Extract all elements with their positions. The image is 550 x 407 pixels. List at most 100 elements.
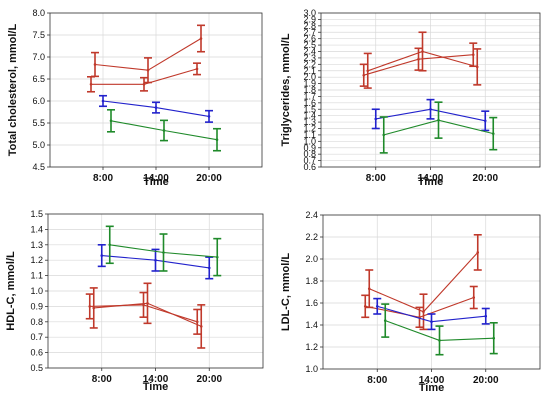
data-point xyxy=(100,254,104,257)
y-tick-label: 1.4 xyxy=(30,224,43,234)
data-point xyxy=(109,119,113,123)
x-tick-label: 8:00 xyxy=(92,374,112,385)
data-point xyxy=(199,325,203,328)
data-point xyxy=(89,82,93,86)
data-point xyxy=(417,57,420,61)
y-tick-label: 2.2 xyxy=(305,232,318,242)
y-axis-title: LDL-C, mmol/L xyxy=(280,253,292,331)
data-point xyxy=(483,119,487,123)
data-point xyxy=(195,67,199,71)
x-tick-label: 14:00 xyxy=(143,374,169,385)
y-tick-label: 2.1 xyxy=(303,66,316,76)
data-point xyxy=(146,302,149,305)
y-axis-title: HDL-C, mmol/L xyxy=(5,251,17,331)
data-point xyxy=(438,339,441,342)
data-point xyxy=(491,132,495,135)
x-tick-label: 20:00 xyxy=(196,374,222,385)
data-point xyxy=(362,73,366,77)
y-tick-label: 5.5 xyxy=(32,118,45,128)
data-point xyxy=(383,319,387,322)
data-point xyxy=(382,133,386,137)
plot-frame xyxy=(47,213,264,369)
y-tick-label: 1.4 xyxy=(303,111,316,121)
y-tick-label: 1.1 xyxy=(30,271,43,281)
y-tick-label: 1.3 xyxy=(303,117,316,127)
y-tick-label: 1.1 xyxy=(303,130,316,140)
data-point xyxy=(93,63,97,66)
y-tick-label: 8.0 xyxy=(32,8,45,18)
data-point xyxy=(199,37,203,40)
y-tick-label: 2.4 xyxy=(303,47,316,57)
y-tick-label: 0.9 xyxy=(303,143,316,153)
y-tick-label: 5.0 xyxy=(32,140,45,150)
y-tick-label: 1.4 xyxy=(305,320,318,330)
y-tick-label: 6.5 xyxy=(32,74,45,84)
x-tick-label: 14:00 xyxy=(418,173,444,184)
x-tick-label: 14:00 xyxy=(143,173,169,184)
y-tick-label: 1.8 xyxy=(305,276,318,286)
y-tick-label: 4.5 xyxy=(32,162,45,172)
data-point xyxy=(472,296,476,299)
y-tick-label: 0.5 xyxy=(30,363,43,373)
data-point xyxy=(162,251,165,254)
y-tick-label: 1.8 xyxy=(303,85,316,95)
y-tick-label: 2.7 xyxy=(303,27,316,37)
y-tick-label: 0.9 xyxy=(30,301,43,311)
data-point xyxy=(108,243,112,247)
y-tick-label: 1.0 xyxy=(305,364,318,374)
data-point xyxy=(492,336,496,340)
x-tick-label: 20:00 xyxy=(473,375,499,386)
data-point xyxy=(154,258,157,262)
x-tick-label: 8:00 xyxy=(366,173,386,184)
y-axis-title: Total cholesterol, mmol/L xyxy=(7,24,19,157)
x-tick-label: 20:00 xyxy=(472,173,498,184)
data-point xyxy=(195,320,199,324)
data-point xyxy=(437,118,440,122)
data-point xyxy=(471,53,475,57)
y-tick-label: 2.9 xyxy=(303,14,316,24)
y-tick-label: 1.2 xyxy=(303,124,316,134)
x-tick-label: 8:00 xyxy=(93,173,113,184)
x-axis-title: Time xyxy=(143,176,168,188)
y-tick-label: 1.0 xyxy=(30,286,43,296)
data-point xyxy=(162,129,166,132)
data-point xyxy=(207,115,211,118)
y-axis-title: Triglycerides, mmol/L xyxy=(280,33,292,146)
x-tick-label: 8:00 xyxy=(367,375,387,386)
chart-panel-total-cholesterol: 4.5 5.0 5.5 6.0 6.5 7.0 7.5 8.0 8:00 14:00 20:00 Ti… xyxy=(7,8,263,188)
y-tick-label: 2.3 xyxy=(303,53,316,63)
y-tick-label: 1.6 xyxy=(303,98,316,108)
y-tick-label: 2.4 xyxy=(305,210,318,220)
y-tick-label: 2.0 xyxy=(305,254,318,264)
y-tick-label: 1.2 xyxy=(30,255,43,265)
x-tick-label: 20:00 xyxy=(196,173,222,184)
y-tick-label: 0.7 xyxy=(30,332,43,342)
y-tick-label: 1.9 xyxy=(303,79,316,89)
y-tick-label: 7.0 xyxy=(32,52,45,62)
y-tick-label: 2.0 xyxy=(303,72,316,82)
data-point xyxy=(475,65,479,69)
y-tick-label: 0.7 xyxy=(303,156,316,166)
data-point xyxy=(375,305,379,308)
data-point xyxy=(484,314,488,318)
x-axis-title: Time xyxy=(143,381,168,393)
plot-frame xyxy=(320,12,541,168)
data-point xyxy=(154,106,158,109)
data-point xyxy=(366,69,370,73)
y-tick-label: 1.6 xyxy=(305,298,318,308)
y-tick-label: 1.7 xyxy=(303,91,316,101)
data-point xyxy=(421,50,424,53)
y-tick-label: 1.0 xyxy=(303,136,316,146)
x-axis-title: Time xyxy=(418,176,443,188)
data-point xyxy=(88,305,92,308)
data-point xyxy=(215,255,219,259)
y-tick-label: 2.5 xyxy=(303,40,316,50)
data-point xyxy=(429,107,432,111)
chart-panel-hdl-c: 0.5 0.6 0.7 0.8 0.9 1.0 1.1 1.2 1.3 1.4 1.5 8:00 14:… xyxy=(5,209,264,393)
y-tick-label: 1.5 xyxy=(30,209,43,219)
chart-panel-triglycerides: 0.60.70.80.91.01.11.21.31.41.51.61.71.81… xyxy=(280,8,541,188)
y-tick-label: 0.6 xyxy=(30,348,43,358)
x-tick-label: 14:00 xyxy=(419,375,445,386)
y-tick-label: 2.2 xyxy=(303,59,316,69)
data-point xyxy=(422,310,425,314)
